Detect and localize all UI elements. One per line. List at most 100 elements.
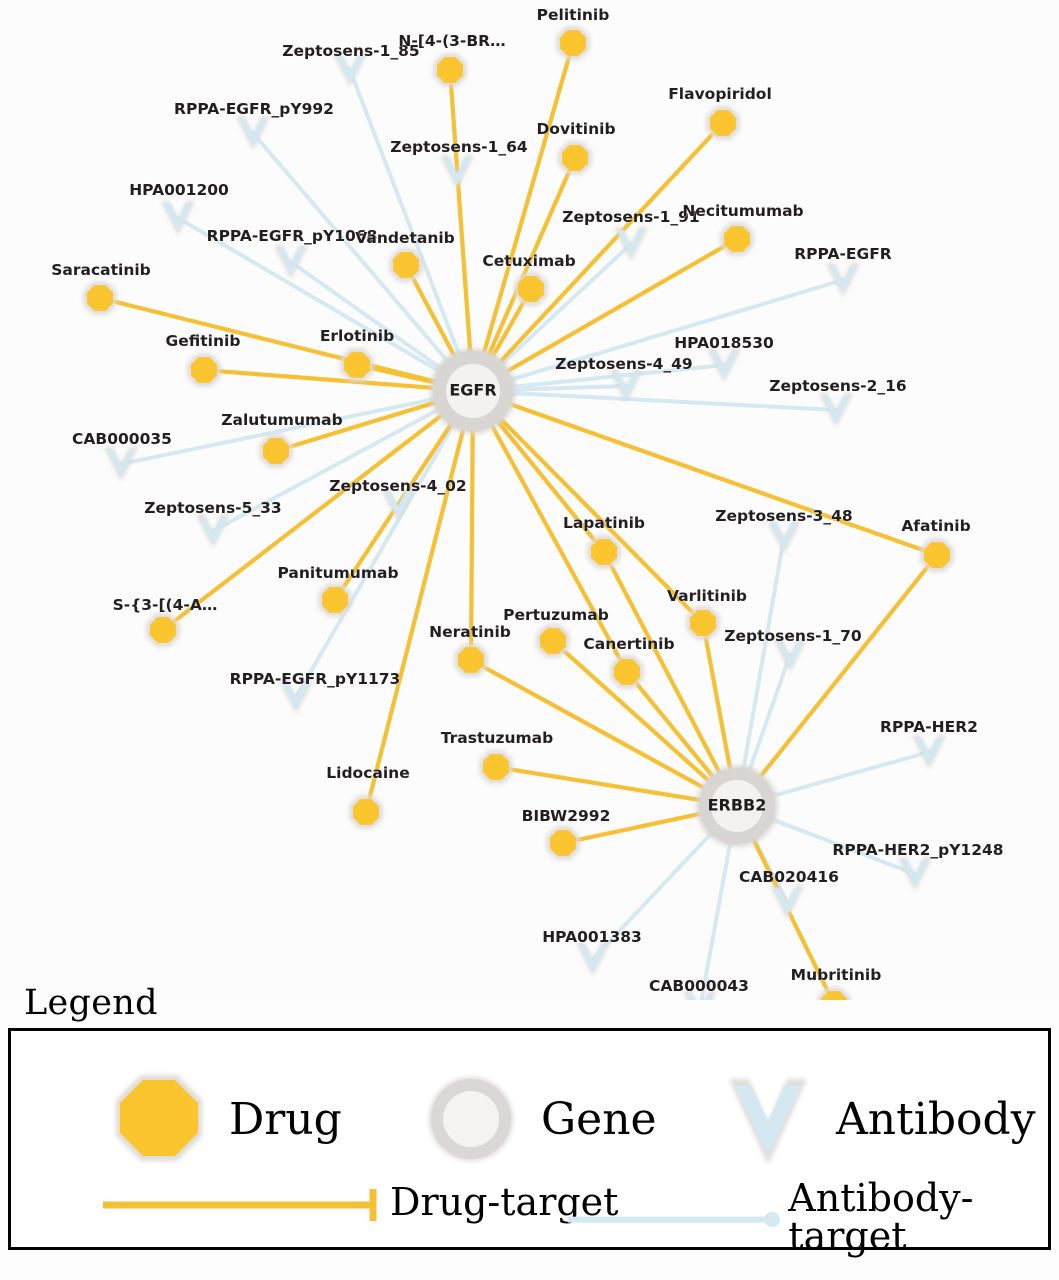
octagon-icon — [614, 659, 640, 685]
legend-item-antibody: Antibody — [711, 1063, 1036, 1178]
ring-icon — [429, 1076, 513, 1161]
drug-node[interactable] — [479, 750, 513, 784]
chevron-icon — [822, 396, 850, 424]
drug-target-edge — [470, 40, 576, 394]
antibody-node[interactable] — [333, 53, 367, 87]
node-label: Canertinib — [583, 635, 674, 653]
drug-node[interactable] — [556, 26, 590, 60]
antibody-node[interactable] — [898, 857, 932, 891]
antibody-node[interactable] — [440, 155, 474, 189]
legend: Legend Drug Gene — [0, 985, 1059, 1280]
drug-node[interactable] — [817, 987, 851, 1000]
octagon-icon — [724, 226, 750, 252]
gene-node-center — [446, 364, 500, 418]
chevron-icon — [915, 738, 943, 766]
octagon-icon — [116, 1074, 202, 1161]
antibody-node[interactable] — [381, 488, 415, 522]
antibody-node[interactable] — [683, 991, 717, 1000]
antibody-node[interactable] — [767, 520, 801, 554]
chevron-icon — [384, 491, 412, 519]
antibody-node[interactable] — [770, 885, 804, 919]
drug-node[interactable] — [349, 795, 383, 829]
antibody-target-line-icon — [567, 1211, 781, 1228]
node-label: Cetuximab — [482, 252, 575, 270]
drug-node[interactable] — [587, 535, 621, 569]
node-label: Gefitinib — [166, 332, 241, 350]
drug-node[interactable] — [558, 141, 592, 175]
gene-node-erbb2[interactable] — [696, 765, 778, 847]
antibody-node[interactable] — [773, 638, 807, 672]
antibody-node[interactable] — [707, 348, 741, 382]
chevron-icon — [710, 351, 738, 379]
drug-node[interactable] — [318, 583, 352, 617]
octagon-icon — [550, 830, 576, 856]
drug-node[interactable] — [454, 643, 488, 677]
gene-node-center — [711, 780, 763, 832]
antibody-node[interactable] — [609, 369, 643, 403]
antibody-node[interactable] — [274, 245, 308, 279]
drug-node[interactable] — [83, 281, 117, 315]
drug-node[interactable] — [720, 222, 754, 256]
chevron-icon — [336, 56, 364, 84]
antibody-node[interactable] — [161, 201, 195, 235]
node-label: Zeptosens-5_33 — [144, 499, 281, 517]
chevron-icon — [612, 372, 640, 400]
node-label: CAB000043 — [649, 977, 749, 995]
node-label: RPPA-HER2_pY1248 — [832, 841, 1003, 859]
chevron-icon — [686, 994, 714, 1000]
drug-node[interactable] — [706, 106, 740, 140]
node-label: CAB020416 — [739, 868, 839, 886]
node-label: CAB000035 — [72, 430, 172, 448]
antibody-node[interactable] — [196, 514, 230, 548]
drug-node[interactable] — [146, 613, 180, 647]
node-label: Necitumumab — [682, 202, 803, 220]
antibody-node[interactable] — [279, 680, 313, 714]
octagon-icon — [87, 285, 113, 311]
drug-node[interactable] — [389, 248, 423, 282]
drug-node[interactable] — [536, 624, 570, 658]
gene-node-label: ERBB2 — [708, 796, 767, 815]
drug-node[interactable] — [610, 655, 644, 689]
antibody-target-edge — [471, 278, 845, 393]
drug-target-edge — [468, 657, 740, 809]
drug-node[interactable] — [514, 272, 548, 306]
drug-node[interactable] — [433, 53, 467, 87]
octagon-icon — [591, 539, 617, 565]
antibody-node[interactable] — [614, 227, 648, 261]
chevron-icon — [579, 945, 607, 973]
node-label: Zeptosens-2_16 — [769, 377, 906, 395]
gene-node-egfr[interactable] — [430, 348, 516, 434]
node-label: Neratinib — [429, 623, 511, 641]
legend-label-antibody-target: Antibody-target — [788, 1175, 974, 1258]
antibody-node[interactable] — [104, 447, 138, 481]
antibody-node[interactable] — [236, 116, 270, 150]
drug-node[interactable] — [546, 826, 580, 860]
antibody-node[interactable] — [826, 263, 860, 297]
antibody-node[interactable] — [576, 942, 610, 976]
octagon-icon — [263, 438, 289, 464]
chevron-icon — [901, 860, 929, 888]
octagon-icon — [191, 357, 217, 383]
drug-node[interactable] — [686, 606, 720, 640]
drug-target-edge — [363, 388, 476, 815]
node-label: RPPA-EGFR_pY992 — [174, 100, 334, 118]
antibody-node[interactable] — [819, 393, 853, 427]
antibody-node[interactable] — [912, 735, 946, 769]
node-label: N-[4-(3-BR… — [398, 32, 505, 50]
drug-node[interactable] — [187, 353, 221, 387]
drug-node[interactable] — [920, 538, 954, 572]
drug-node[interactable] — [340, 348, 374, 382]
octagon-icon — [821, 991, 847, 1000]
drug-node[interactable] — [259, 434, 293, 468]
node-labels-layer: EGFR ERBB2 Zeptosens-1_85 RPPA-EGFR_pY992 HP… — [51, 6, 1004, 996]
chevron-icon — [164, 204, 192, 232]
legend-label-antibody: Antibody — [836, 1094, 1036, 1146]
node-label: Zeptosens-1_64 — [390, 138, 528, 156]
antibody-target-edge — [471, 389, 838, 412]
legend-item-gene: Gene — [411, 1063, 657, 1178]
gene-node-label: EGFR — [449, 381, 496, 400]
chevron-icon — [770, 523, 798, 551]
legend-item-antibody-target: Antibody-target — [566, 1179, 1048, 1255]
octagon-icon — [518, 276, 544, 302]
